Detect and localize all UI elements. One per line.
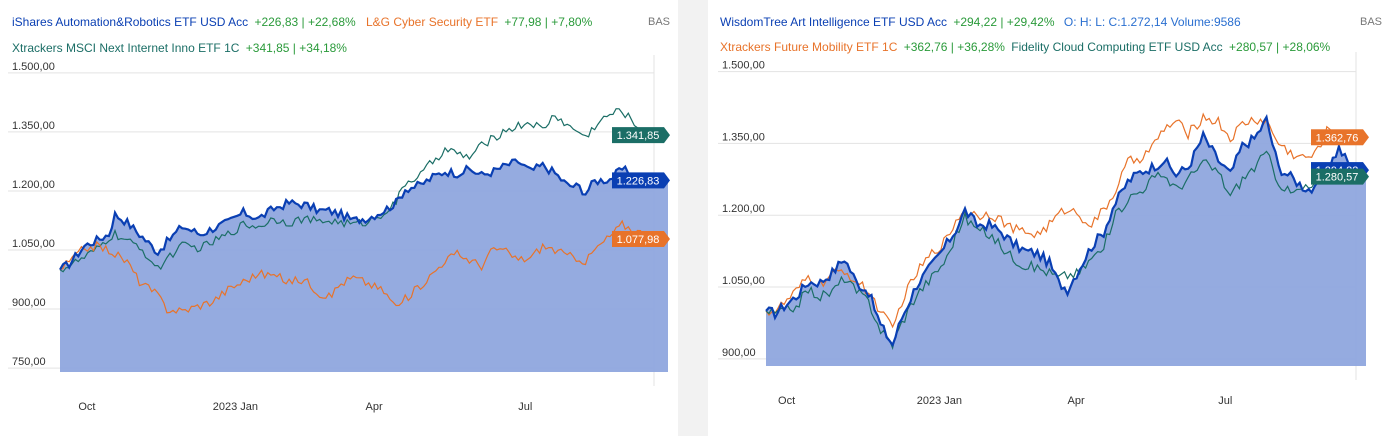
svg-text:1.341,85: 1.341,85 bbox=[617, 130, 660, 142]
line-chart[interactable]: 1.500,00 1.350,00 1.200,00 1.050,00 900,00 Oc… bbox=[708, 0, 1392, 436]
legend-series-name[interactable]: Xtrackers Future Mobility ETF 1C bbox=[720, 40, 898, 54]
legend-series-change: +341,85 | +34,18% bbox=[245, 41, 347, 55]
last-value-label: 1.226,83 bbox=[612, 172, 670, 189]
legend-series-name[interactable]: iShares Automation&Robotics ETF USD Acc bbox=[12, 15, 249, 29]
chart-panel-left: iShares Automation&Robotics ETF USD Acc … bbox=[0, 0, 678, 436]
series-area bbox=[766, 117, 1366, 366]
y-tick-label: 1.200,00 bbox=[12, 179, 55, 191]
legend-series-change: +226,83 | +22,68% bbox=[254, 15, 356, 29]
x-tick-label: Oct bbox=[778, 395, 795, 407]
legend-row-1: WisdomTree Art Intelligence ETF USD Acc … bbox=[720, 15, 1244, 29]
y-tick-label: 1.200,00 bbox=[722, 203, 765, 215]
last-value-label: 1.077,98 bbox=[612, 230, 670, 247]
legend-series-name[interactable]: Fidelity Cloud Computing ETF USD Acc bbox=[1011, 40, 1223, 54]
y-tick-label: 1.050,00 bbox=[12, 238, 55, 250]
legend-series-change: +77,98 | +7,80% bbox=[504, 15, 593, 29]
y-tick-label: 900,00 bbox=[12, 297, 46, 309]
legend-row-1: iShares Automation&Robotics ETF USD Acc … bbox=[12, 15, 595, 29]
last-value-label: 1.341,85 bbox=[612, 127, 670, 144]
y-tick-label: 1.500,00 bbox=[722, 60, 765, 72]
last-value-label: 1.280,57 bbox=[1311, 168, 1369, 185]
x-tick-label: Apr bbox=[1068, 395, 1085, 407]
y-tick-label: 1.350,00 bbox=[722, 131, 765, 143]
x-tick-label: 2023 Jan bbox=[213, 401, 258, 413]
x-tick-label: Oct bbox=[78, 401, 95, 413]
legend-series-name[interactable]: L&G Cyber Security ETF bbox=[366, 15, 499, 29]
line-chart[interactable]: 1.500,00 1.350,00 1.200,00 1.050,00 900,00 75… bbox=[0, 0, 678, 436]
y-tick-label: 1.050,00 bbox=[722, 275, 765, 287]
source-label: BAS bbox=[1360, 16, 1383, 28]
y-tick-label: 1.350,00 bbox=[12, 120, 55, 132]
legend-series-change: +294,22 | +29,42% bbox=[953, 15, 1055, 29]
x-tick-label: Jul bbox=[518, 401, 532, 413]
ohlc-readout: O: H: L: C:1.272,14 Volume:9586 bbox=[1063, 15, 1241, 29]
legend-series-name[interactable]: WisdomTree Art Intelligence ETF USD Acc bbox=[720, 15, 947, 29]
legend-series-name[interactable]: Xtrackers MSCI Next Internet Inno ETF 1C bbox=[12, 41, 240, 55]
series-line[interactable] bbox=[59, 158, 669, 271]
y-tick-label: 900,00 bbox=[722, 347, 756, 359]
legend-row-2: Xtrackers MSCI Next Internet Inno ETF 1C… bbox=[12, 41, 350, 55]
svg-text:1.280,57: 1.280,57 bbox=[1316, 172, 1359, 184]
y-tick-label: 750,00 bbox=[12, 356, 46, 368]
legend-series-change: +362,76 | +36,28% bbox=[903, 40, 1005, 54]
x-tick-label: Apr bbox=[366, 401, 383, 413]
svg-text:1.077,98: 1.077,98 bbox=[617, 234, 660, 246]
series-area bbox=[60, 159, 668, 372]
series-line[interactable] bbox=[59, 219, 669, 314]
series-line[interactable] bbox=[59, 108, 668, 273]
chart-panel-right: WisdomTree Art Intelligence ETF USD Acc … bbox=[708, 0, 1392, 436]
legend-row-2: Xtrackers Future Mobility ETF 1C +362,76… bbox=[720, 40, 1333, 54]
x-tick-label: Jul bbox=[1218, 395, 1232, 407]
series-line[interactable] bbox=[765, 150, 1367, 351]
source-label: BAS bbox=[648, 16, 671, 28]
svg-text:1.226,83: 1.226,83 bbox=[617, 175, 660, 187]
legend-series-change: +280,57 | +28,06% bbox=[1229, 40, 1331, 54]
series-line[interactable] bbox=[765, 113, 1367, 348]
x-tick-label: 2023 Jan bbox=[917, 395, 962, 407]
panel-divider bbox=[678, 0, 708, 436]
svg-text:1.362,76: 1.362,76 bbox=[1316, 132, 1359, 144]
y-tick-label: 1.500,00 bbox=[12, 61, 55, 73]
last-value-label: 1.362,76 bbox=[1311, 129, 1369, 146]
